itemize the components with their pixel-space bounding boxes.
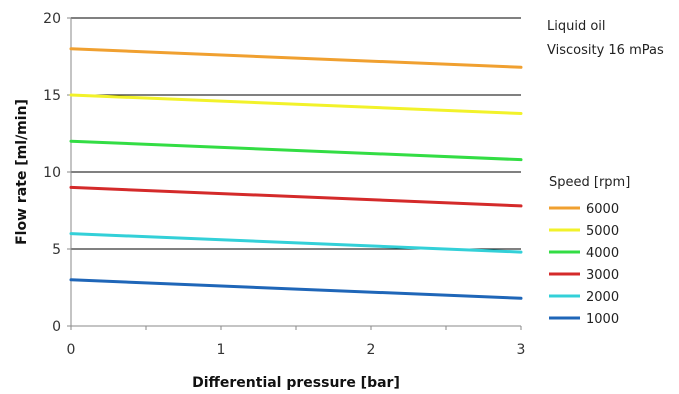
legend-label-5000: 5000	[586, 224, 619, 239]
note-fluid: Liquid oil	[547, 19, 606, 34]
y-axis-title: Flow rate [ml/min]	[14, 99, 30, 245]
legend-label-6000: 6000	[586, 202, 619, 217]
legend-label-2000: 2000	[586, 290, 619, 305]
legend-label-4000: 4000	[586, 246, 619, 261]
y-tick-label: 15	[43, 88, 61, 104]
y-tick-label: 0	[52, 319, 61, 335]
series-line-5000	[69, 93, 523, 115]
note-viscosity: Viscosity 16 mPas	[547, 43, 664, 58]
y-tick-label: 5	[52, 242, 61, 258]
y-tick-label: 10	[43, 165, 61, 181]
legend-items: 6000 5000 4000 3000 2000 1000	[549, 202, 619, 327]
x-axis-title: Differential pressure [bar]	[192, 375, 400, 391]
series-line-6000	[69, 47, 523, 69]
series-line-1000	[69, 278, 523, 300]
series-line-4000	[69, 139, 523, 162]
y-tick-label: 20	[43, 11, 61, 27]
x-tick-label: 0	[67, 342, 76, 358]
series-lines	[69, 47, 523, 300]
legend: Speed [rpm] 6000 5000 4000 3000 2000 1000	[549, 175, 630, 327]
legend-label-3000: 3000	[586, 268, 619, 283]
x-tick-label: 1	[217, 342, 226, 358]
x-tick-label: 2	[367, 342, 376, 358]
axis-ticks: 0 5 10 15 20 0 1 2 3	[43, 11, 525, 358]
series-line-3000	[69, 185, 523, 208]
legend-title: Speed [rpm]	[549, 175, 630, 190]
x-tick-label: 3	[517, 342, 526, 358]
series-line-2000	[69, 232, 523, 254]
legend-label-1000: 1000	[586, 312, 619, 327]
